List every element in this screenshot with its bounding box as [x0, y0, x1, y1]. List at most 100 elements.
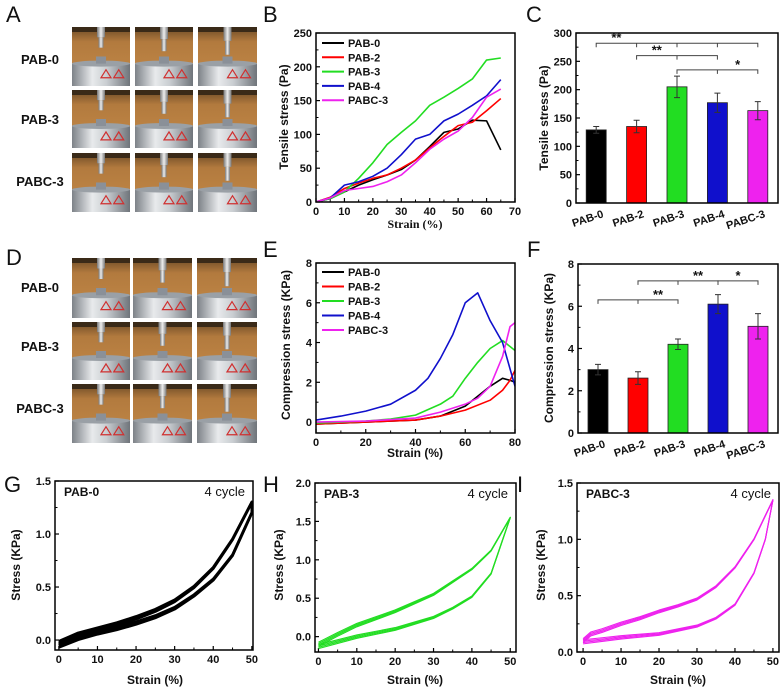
x-tick-label: PABC-3 [725, 208, 767, 232]
series-line-PAB-3 [316, 339, 515, 424]
panel-letter: F [527, 237, 540, 262]
error-bar [754, 101, 761, 121]
sample-photo [135, 27, 193, 86]
y-tick-label: 1.0 [296, 555, 311, 567]
error-bar [755, 313, 761, 340]
x-tick-label: 20 [389, 656, 401, 668]
plot-frame [54, 480, 254, 651]
significance-label: ** [693, 268, 704, 283]
x-tick-label: 10 [615, 656, 627, 668]
plot-frame [575, 32, 779, 204]
y-tick-label: 200 [554, 85, 572, 97]
series-line-PAB-4 [316, 292, 515, 421]
y-tick-label: 100 [294, 129, 312, 141]
x-tick-label: 60 [459, 437, 471, 449]
y-tick-label: 6 [568, 301, 574, 313]
x-tick-label: 70 [509, 206, 521, 218]
y-tick-label: 0 [566, 198, 572, 210]
bar-PAB-2 [627, 377, 649, 434]
legend-label: PAB-3 [348, 67, 380, 79]
cycle-label: 4 cycle [468, 486, 508, 501]
y-tick-label: 0.0 [36, 635, 51, 647]
row-label: PABC-3 [16, 174, 63, 189]
y-tick-label: 0.0 [296, 632, 311, 644]
y-tick-label: 0 [306, 197, 312, 209]
y-axis-label: Stress (KPa) [9, 529, 23, 600]
y-tick-label: 0 [568, 428, 574, 440]
sample-photo [133, 258, 192, 318]
cycle-curve [58, 501, 253, 648]
row-label: PABC-3 [16, 401, 63, 416]
x-tick-label: PAB-2 [611, 208, 645, 229]
cycle-curve [58, 500, 253, 646]
y-tick-label: 0.5 [36, 582, 51, 594]
panel-letter: I [517, 472, 523, 497]
y-axis-label: Compression stress (KPa) [279, 270, 293, 420]
significance-label: * [735, 57, 741, 72]
plot-area [582, 499, 774, 645]
sample-photo [197, 384, 257, 443]
plot-frame [315, 262, 516, 434]
x-tick-label: 20 [360, 437, 372, 449]
cycle-curve [582, 499, 774, 645]
legend-label: PAB-4 [348, 311, 381, 323]
cycle-curve [318, 516, 511, 646]
row-label: PAB-3 [21, 339, 59, 354]
y-tick-label: 6 [306, 298, 312, 310]
sample-photo [72, 27, 130, 86]
sample-photo [72, 153, 130, 212]
sample-photo [72, 322, 130, 380]
y-tick-label: 8 [568, 259, 574, 271]
significance-bracket [676, 69, 759, 74]
plot-frame [576, 482, 780, 653]
chart-H: H 0.0 0.5 1.0 1.5 2.0 0 10 20 30 40 50 Strain (%) Str… [263, 472, 517, 687]
bar-PAB-0 [585, 129, 607, 204]
x-tick-label: PABC-3 [725, 438, 767, 462]
y-tick-label: 4 [568, 344, 575, 356]
significance-bracket [636, 55, 718, 60]
cycle-curve [582, 499, 774, 641]
row-label: PAB-3 [21, 112, 59, 127]
chart-G: G 0.0 0.5 1.0 1.5 0 10 20 30 40 50 Strain (%) Stress… [4, 472, 258, 687]
x-tick-label: 0 [56, 654, 62, 666]
plot-area [318, 516, 511, 650]
row-label: PAB-0 [21, 52, 59, 67]
plot-frame [577, 263, 779, 434]
panel-letter: H [263, 472, 279, 497]
error-bar [715, 294, 721, 315]
panel-letter: E [263, 237, 278, 262]
plot-area [58, 500, 253, 649]
y-tick-label: 8 [306, 258, 312, 270]
series-line-PABC-3 [316, 88, 502, 202]
error-bar [674, 75, 680, 99]
x-tick-label: PAB-3 [653, 438, 687, 459]
sample-photo [135, 153, 193, 212]
panel-letter: G [4, 472, 21, 497]
sample-photo [133, 322, 192, 380]
bar-PAB-0 [587, 369, 609, 434]
bar-PAB-2 [626, 126, 647, 204]
x-tick-label: 60 [480, 206, 492, 218]
x-tick-label: PAB-4 [693, 438, 728, 460]
sample-photo [198, 153, 257, 212]
cycle-label: 4 cycle [205, 484, 245, 499]
panel-letter: B [263, 2, 278, 27]
bar-PABC-3 [747, 110, 769, 204]
series-line-PAB-2 [316, 370, 515, 425]
sample-photo [72, 384, 130, 443]
y-axis-label: Tensile stress (Pa) [277, 64, 291, 169]
series-line-PAB-3 [316, 57, 501, 202]
y-axis-label: Stress (KPa) [272, 529, 286, 600]
significance-bracket [597, 299, 679, 304]
y-tick-label: 200 [294, 62, 312, 74]
sample-label: PAB-3 [324, 487, 359, 501]
y-tick-label: 150 [294, 96, 312, 108]
y-tick-label: 2 [568, 386, 574, 398]
plot-area [316, 57, 502, 202]
sample-photo [72, 90, 130, 148]
row-label: PAB-0 [21, 280, 59, 295]
sample-label: PAB-0 [64, 485, 99, 499]
error-bar [633, 119, 640, 134]
